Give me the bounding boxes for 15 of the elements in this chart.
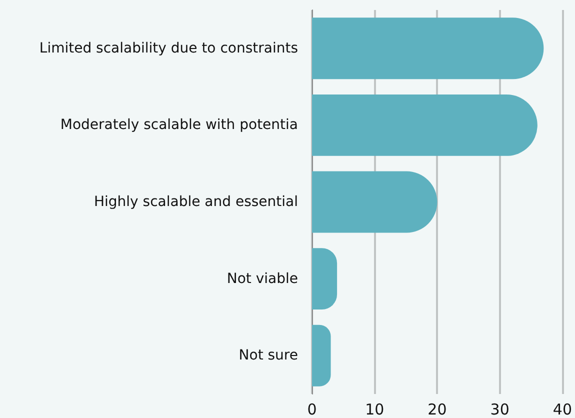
bar: [312, 18, 544, 80]
x-tick-label: 0: [307, 400, 317, 418]
bar: [312, 248, 338, 310]
y-tick-label: Highly scalable and essential: [94, 194, 298, 210]
bar: [312, 94, 538, 156]
y-tick-label: Moderately scalable with potentia: [60, 117, 298, 134]
y-tick-label: Not sure: [238, 348, 298, 364]
bar: [312, 324, 331, 386]
x-tick-label: 40: [552, 400, 572, 418]
bar: [312, 171, 438, 233]
y-tick-label: Not viable: [226, 270, 298, 287]
x-tick-label: 10: [365, 400, 384, 418]
x-tick-label: 20: [428, 400, 447, 418]
y-tick-label: Limited scalability due to constraints: [39, 40, 298, 56]
x-tick-label: 30: [490, 400, 510, 418]
